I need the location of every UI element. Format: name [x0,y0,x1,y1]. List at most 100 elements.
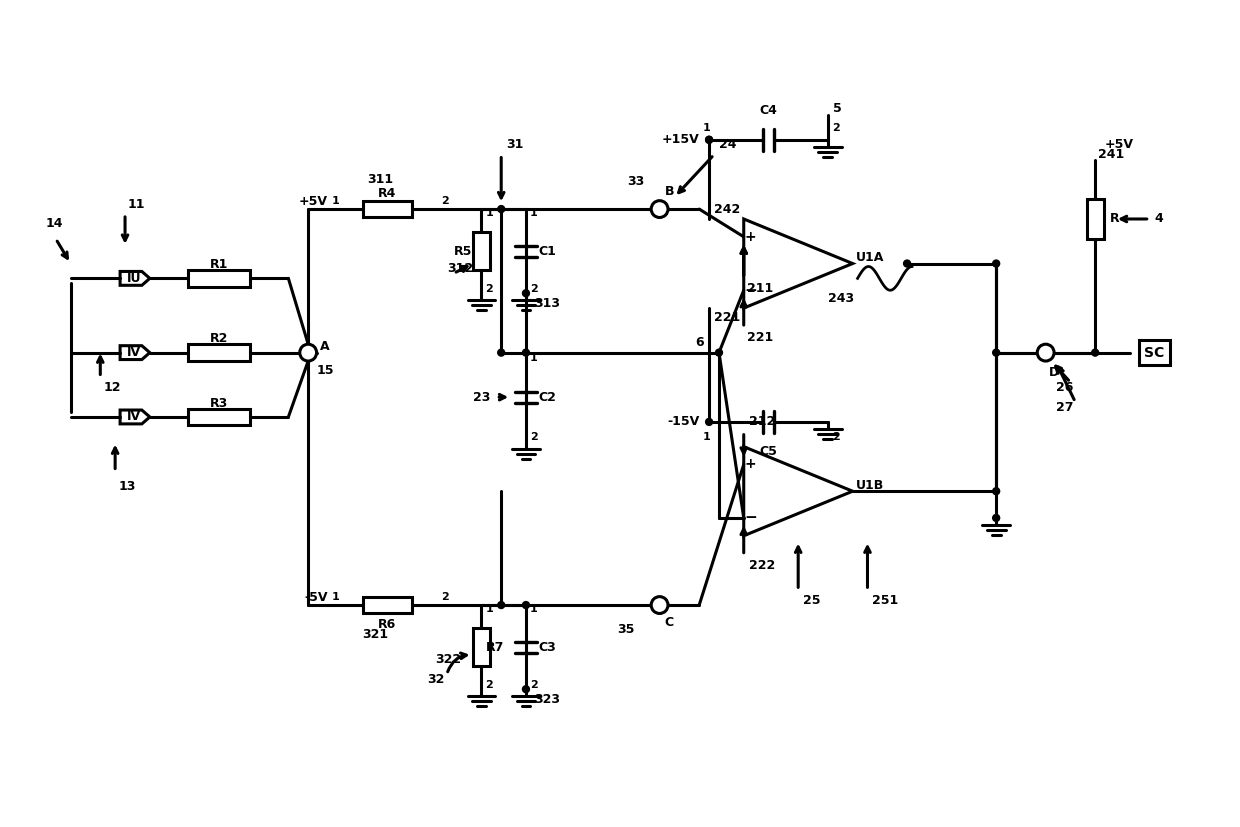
Text: 2: 2 [441,592,449,602]
Text: R6: R6 [378,619,397,631]
Bar [188,409,250,425]
Circle shape [300,344,316,361]
Text: 222: 222 [749,559,775,572]
Text: 243: 243 [828,292,854,304]
Text: 2: 2 [441,196,449,206]
Circle shape [993,349,999,356]
Text: +: + [745,457,756,471]
Text: R1: R1 [210,258,228,271]
Circle shape [904,260,910,267]
Text: 13: 13 [118,480,135,493]
Text: IU: IU [126,272,141,284]
Text: 2: 2 [529,284,538,294]
Text: 2: 2 [485,284,494,294]
Circle shape [706,418,713,425]
Text: 1: 1 [485,604,494,614]
Text: U1B: U1B [856,479,884,492]
Text: −: − [744,283,758,298]
Text: 2: 2 [832,123,839,133]
Text: C5: C5 [760,445,777,458]
Text: 6: 6 [696,337,704,349]
Circle shape [1091,349,1099,356]
Text: -5V: -5V [305,590,327,604]
Text: SC: SC [1145,346,1164,360]
Circle shape [651,201,668,218]
Text: 212: 212 [749,415,775,428]
Text: 25: 25 [804,594,821,606]
Text: A: A [320,340,330,353]
Text: 211: 211 [746,282,773,294]
Text: 33: 33 [627,174,645,188]
Text: 2: 2 [485,681,494,691]
Text: +5V: +5V [299,194,327,208]
Text: 31: 31 [506,138,523,151]
Circle shape [651,596,668,614]
Circle shape [497,601,505,609]
Text: R5: R5 [454,245,472,258]
Text: 23: 23 [472,390,490,404]
Text: -15V: -15V [667,415,699,428]
Text: 1: 1 [702,123,711,133]
Circle shape [522,601,529,609]
Text: C3: C3 [539,641,557,653]
Text: 1: 1 [529,352,538,362]
Text: 221: 221 [746,332,773,344]
Text: U1A: U1A [856,251,884,264]
Text: 4: 4 [1154,213,1163,226]
Circle shape [706,136,713,143]
Text: +15V: +15V [661,133,699,146]
Bar [1086,199,1104,239]
Text: 2: 2 [832,432,839,442]
Text: 24: 24 [719,138,737,151]
Text: 1: 1 [529,604,538,614]
Circle shape [497,206,505,213]
Text: 2: 2 [529,432,538,442]
Text: C2: C2 [539,390,557,404]
Circle shape [497,349,505,356]
Circle shape [715,349,723,356]
Text: 14: 14 [46,218,63,231]
Text: 2: 2 [529,681,538,691]
Text: 1: 1 [332,196,340,206]
Text: 5: 5 [833,102,842,115]
Circle shape [706,136,713,143]
Circle shape [522,349,529,356]
Text: B: B [665,184,675,198]
Text: C1: C1 [539,245,557,258]
Text: R2: R2 [210,332,228,345]
Text: 311: 311 [367,173,393,186]
Text: IV: IV [126,347,141,359]
Text: D: D [1049,366,1059,379]
Text: 312: 312 [446,262,472,275]
Text: 12: 12 [103,380,120,394]
Text: 26: 26 [1055,380,1073,394]
Text: 1: 1 [529,208,538,218]
Text: R3: R3 [210,397,228,409]
Text: 322: 322 [435,653,461,666]
Text: 221: 221 [714,312,740,324]
Text: 35: 35 [618,624,635,636]
Bar [188,270,250,287]
Text: +: + [745,230,756,244]
Text: 242: 242 [714,203,740,216]
Text: 15: 15 [316,364,334,377]
Bar [363,596,412,614]
Text: 1: 1 [332,592,340,602]
Text: 1: 1 [702,432,711,442]
Circle shape [993,488,999,495]
Bar [188,344,250,361]
Circle shape [522,289,529,297]
Text: C: C [665,616,673,629]
Text: R4: R4 [378,187,397,200]
Circle shape [993,514,999,521]
Bar [472,629,490,666]
Text: R7: R7 [486,641,505,653]
Text: 321: 321 [362,629,389,641]
Circle shape [993,260,999,267]
Text: 241: 241 [1099,148,1125,161]
Text: 251: 251 [873,594,899,606]
Text: 32: 32 [427,673,444,686]
Text: −: − [744,510,758,525]
Text: R: R [1110,213,1120,226]
Text: 11: 11 [128,198,145,211]
